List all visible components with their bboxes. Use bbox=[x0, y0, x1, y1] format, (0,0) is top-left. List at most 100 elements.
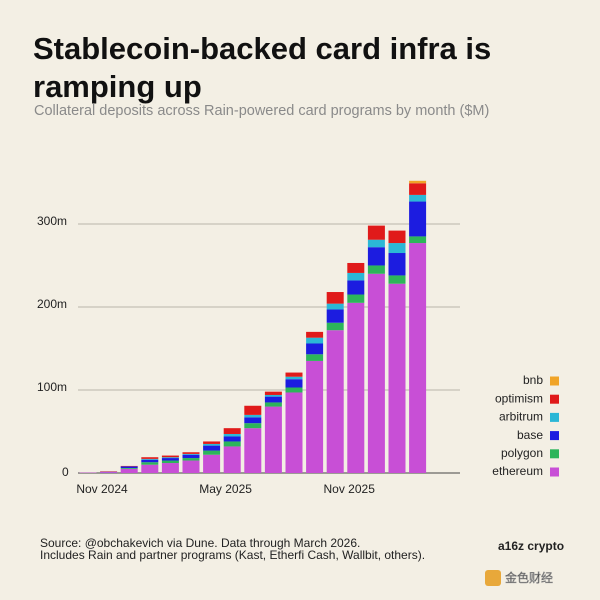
bar-segment bbox=[285, 372, 303, 377]
legend-swatch bbox=[550, 431, 559, 441]
bar-segment bbox=[409, 201, 427, 237]
bar-segment bbox=[223, 441, 241, 447]
legend-label: optimism bbox=[495, 391, 543, 405]
bar-segment bbox=[141, 457, 159, 459]
bar-segment bbox=[367, 247, 385, 266]
source-note: Source: @obchakevich via Dune. Data thro… bbox=[40, 536, 360, 550]
chart-subtitle: Collateral deposits across Rain-powered … bbox=[34, 103, 490, 119]
bar-segment bbox=[161, 457, 179, 459]
bar-segment bbox=[161, 455, 179, 458]
bar-segment bbox=[326, 292, 344, 304]
bar-segment bbox=[141, 462, 159, 465]
bar-segment bbox=[182, 452, 200, 454]
bar-segment bbox=[244, 428, 262, 473]
bar-segment bbox=[285, 392, 303, 473]
bar-segment bbox=[409, 194, 427, 202]
logo: a16z crypto bbox=[498, 539, 564, 553]
bar-segment bbox=[409, 243, 427, 473]
bar-segment bbox=[223, 433, 241, 437]
legend-swatch bbox=[550, 467, 559, 477]
legend-label: bnb bbox=[523, 373, 543, 387]
legend-label: arbitrum bbox=[499, 410, 543, 424]
bar-segment bbox=[306, 343, 324, 355]
legend-swatch bbox=[550, 412, 559, 422]
bar-segment bbox=[203, 443, 221, 446]
bar-segment bbox=[182, 454, 200, 459]
bar-segment bbox=[326, 322, 344, 331]
chart-title: Stablecoin-backed card infra is ramping … bbox=[33, 31, 492, 104]
bar-segment bbox=[347, 262, 365, 273]
legend-label: ethereum bbox=[492, 464, 543, 478]
bar-segment bbox=[347, 272, 365, 281]
bar-segment bbox=[141, 458, 159, 460]
bar-segment bbox=[223, 428, 241, 434]
bar-segment bbox=[100, 472, 118, 473]
bar-segment bbox=[244, 414, 262, 418]
bar-segment bbox=[347, 302, 365, 473]
bar-segment bbox=[388, 283, 406, 473]
bar-segment bbox=[203, 445, 221, 451]
legend-label: polygon bbox=[501, 446, 543, 460]
bar-segment bbox=[347, 294, 365, 303]
y-tick-label: 0 bbox=[62, 465, 69, 479]
bar-segment bbox=[161, 463, 179, 473]
bar-segment bbox=[326, 330, 344, 473]
bar-segment bbox=[409, 183, 427, 195]
bar-segment bbox=[388, 275, 406, 284]
bar-segment bbox=[120, 468, 138, 469]
bar-segment bbox=[203, 450, 221, 455]
bar-segment bbox=[223, 436, 241, 442]
bar-segment bbox=[244, 423, 262, 429]
bar-segment bbox=[264, 396, 282, 403]
bar-segment bbox=[264, 406, 282, 473]
bar-segment bbox=[244, 405, 262, 415]
legend-swatch bbox=[550, 376, 559, 386]
bar-segment bbox=[347, 280, 365, 295]
bar-segment bbox=[388, 243, 406, 254]
bar-segment bbox=[120, 468, 138, 473]
bar-segment bbox=[306, 331, 324, 338]
bar-segment bbox=[285, 387, 303, 393]
bar-segment bbox=[264, 391, 282, 395]
bar-segment bbox=[161, 458, 179, 461]
bar-segment bbox=[306, 360, 324, 473]
legend-label: base bbox=[517, 428, 543, 442]
bar-segment bbox=[203, 454, 221, 473]
bar-segment bbox=[285, 379, 303, 388]
legend-swatch bbox=[550, 394, 559, 404]
y-tick-label: 100m bbox=[37, 380, 67, 394]
bar-segment bbox=[409, 180, 427, 184]
bar-segment bbox=[223, 446, 241, 473]
x-tick-label: May 2025 bbox=[199, 482, 252, 496]
bar-segment bbox=[367, 225, 385, 240]
bar-segment bbox=[141, 464, 159, 473]
legend-swatch bbox=[550, 449, 559, 459]
bar-segment bbox=[388, 253, 406, 276]
bar-segment bbox=[367, 265, 385, 274]
bar-segment bbox=[264, 394, 282, 397]
y-tick-label: 200m bbox=[37, 297, 67, 311]
bar-segment bbox=[141, 459, 159, 463]
bar-segment bbox=[182, 460, 200, 473]
bar-segment bbox=[388, 230, 406, 244]
bar-segment bbox=[244, 417, 262, 424]
bar-segment bbox=[264, 402, 282, 407]
watermark: 金色财经 bbox=[505, 570, 553, 585]
x-tick-label: Nov 2025 bbox=[324, 482, 376, 496]
bar-segment bbox=[182, 453, 200, 455]
bar-segment bbox=[285, 376, 303, 380]
bar-segment bbox=[367, 273, 385, 473]
x-tick-label: Nov 2024 bbox=[76, 482, 128, 496]
bar-segment bbox=[326, 303, 344, 310]
watermark-icon bbox=[485, 570, 501, 586]
bar-segment bbox=[306, 354, 324, 361]
bar-segment bbox=[367, 239, 385, 248]
bar-segment bbox=[161, 460, 179, 464]
bar-segment bbox=[326, 309, 344, 323]
bar-segment bbox=[182, 458, 200, 461]
bar-segment bbox=[120, 466, 138, 469]
y-tick-label: 300m bbox=[37, 214, 67, 228]
bar-segment bbox=[306, 337, 324, 344]
